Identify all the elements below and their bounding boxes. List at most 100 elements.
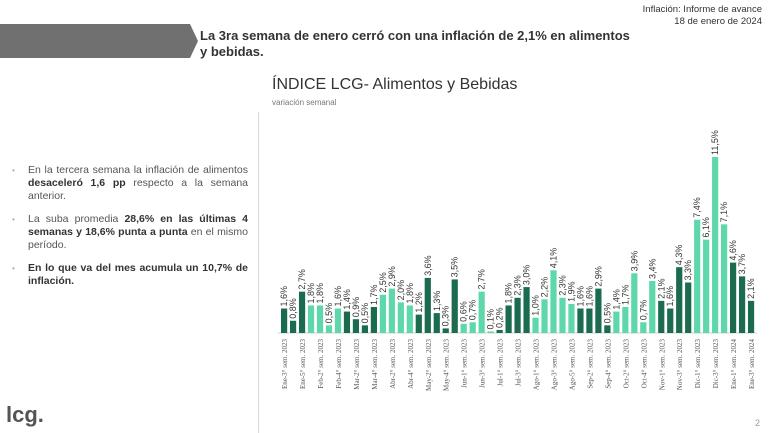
bar (604, 325, 611, 333)
bar (730, 262, 737, 333)
bar (667, 308, 674, 333)
bar (352, 319, 360, 333)
x-tick-label: Oct-2° sem. 2023 (622, 339, 630, 389)
bar (685, 282, 692, 333)
value-label: 1,0% (531, 295, 541, 316)
report-info: Inflación: Informe de avance 18 de enero… (643, 4, 762, 28)
value-label: 2,7% (297, 269, 307, 290)
value-label: 11,5% (710, 130, 720, 155)
headline: La 3ra semana de enero cerró con una inf… (200, 28, 630, 59)
bar (541, 299, 548, 333)
bar (622, 306, 629, 333)
bar (712, 157, 719, 333)
bar (433, 313, 440, 333)
value-label: 1,8% (504, 283, 514, 304)
value-label: 1,9% (566, 281, 576, 302)
bar (640, 322, 647, 333)
value-label: 0,2% (495, 307, 505, 328)
report-title: Inflación: Informe de avance (642, 4, 762, 15)
x-tick-label: Ago-1° sem. 2023 (533, 339, 541, 391)
x-tick-label: Dic-1° sem. 2023 (694, 339, 702, 389)
value-label: 2,1% (656, 278, 666, 299)
value-label: 1,8% (405, 283, 415, 304)
value-label: 1,6% (333, 286, 343, 307)
bar (505, 305, 512, 333)
value-label: 2,3% (557, 275, 567, 296)
value-label: 2,9% (387, 266, 397, 287)
value-label: 1,3% (432, 291, 442, 312)
x-tick-label: Feb-4° sem. 2023 (335, 339, 343, 389)
x-tick-label: Sep-4° sem. 2023 (604, 339, 612, 389)
value-label: 4,6% (728, 240, 738, 261)
bar (406, 305, 413, 333)
value-label: 2,1% (746, 278, 756, 299)
page-number: 2 (754, 418, 760, 428)
value-label: 2,2% (540, 277, 550, 298)
bar (370, 306, 377, 333)
bar (613, 311, 620, 333)
bullet-bold: 28,6% en las últimas 4 semanas y 18,6% p… (28, 213, 248, 238)
chart-title: ÍNDICE LCG- Alimentos y Bebidas (272, 76, 518, 93)
bullet-bold: En lo que va del mes acumula un 10,7% de… (28, 262, 248, 287)
bar (460, 323, 467, 333)
value-label: 0,5% (360, 303, 370, 324)
bar (631, 273, 638, 333)
x-tick-label: Ago-3° sem. 2023 (551, 339, 559, 391)
bar (577, 308, 584, 333)
x-tick-label: Nov-1° sem. 2023 (658, 339, 666, 391)
bar (325, 325, 333, 333)
bar (388, 288, 395, 333)
bullet-text: en el mismo período. (28, 226, 248, 251)
x-tick-label: Ene-1° sem. 2024 (730, 339, 738, 390)
bar (514, 297, 521, 333)
bullet-text: En la tercera semana la inflación de ali… (28, 164, 248, 176)
value-label: 2,5% (378, 272, 388, 293)
value-label: 3,6% (423, 255, 433, 276)
value-label: 0,8% (288, 298, 298, 319)
bullet-text: respecto a la semana anterior. (28, 177, 248, 202)
bar (559, 297, 566, 333)
value-label: 1,6% (584, 286, 594, 307)
value-label: 1,7% (620, 284, 630, 305)
x-tick-label: Mar-2° sem. 2023 (353, 339, 361, 390)
value-label: 3,0% (522, 265, 532, 286)
bar (523, 287, 530, 333)
bar (343, 311, 351, 333)
divider (258, 112, 259, 433)
value-label: 0,1% (486, 309, 496, 330)
bullet-item: En lo que va del mes acumula un 10,7% de… (12, 262, 248, 288)
x-tick-label: Abr-4° sem. 2023 (407, 339, 415, 389)
value-label: 7,4% (692, 197, 702, 218)
x-tick-label: May-2° sem. 2023 (425, 339, 433, 391)
x-tick-label: Nov-3° sem. 2023 (676, 339, 684, 391)
value-label: 2,0% (396, 280, 406, 301)
value-label: 3,4% (647, 258, 657, 279)
value-label: 3,5% (450, 257, 460, 278)
bar (289, 320, 297, 333)
x-tick-label: Feb-2° sem. 2023 (317, 339, 325, 389)
x-tick-label: Oct-4° sem. 2023 (640, 339, 648, 389)
value-label: 3,3% (683, 260, 693, 281)
value-label: 0,9% (351, 297, 361, 318)
lcg-logo: lcg. (6, 402, 44, 427)
bar (532, 317, 539, 333)
bar (316, 305, 324, 333)
bar (747, 300, 755, 333)
bar (442, 328, 449, 333)
bar (568, 303, 575, 333)
x-tick-label: Ene-3° sem. 2024 (748, 339, 756, 390)
bar (703, 239, 710, 333)
value-label: 2,7% (477, 269, 487, 290)
bar (738, 276, 746, 333)
x-tick-label: Dic-3° sem. 2023 (712, 339, 720, 389)
value-label: 1,7% (369, 284, 379, 305)
value-label: 0,6% (459, 301, 469, 322)
bar (424, 277, 431, 333)
value-label: 1,6% (279, 286, 289, 307)
headline-banner (0, 24, 198, 58)
value-label: 1,6% (575, 286, 585, 307)
value-label: 0,7% (638, 300, 648, 321)
x-tick-label: Jun-1° sem. 2023 (461, 339, 469, 388)
bar (487, 331, 494, 333)
